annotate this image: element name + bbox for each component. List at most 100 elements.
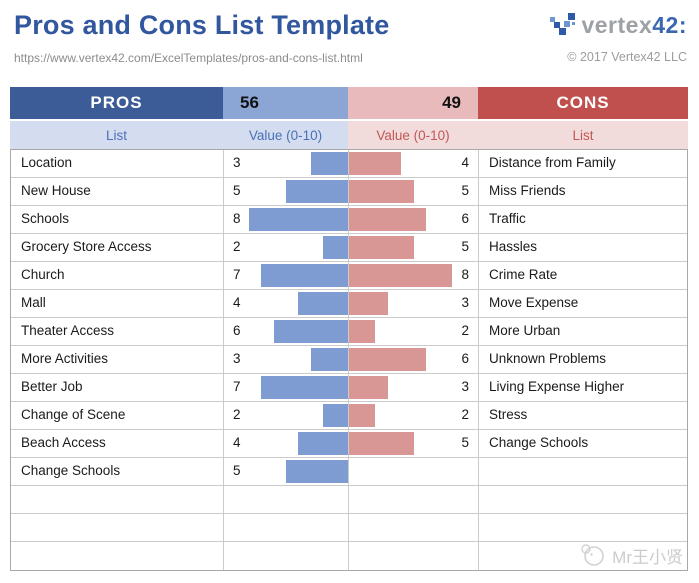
cons-item-cell: More Urban xyxy=(479,318,687,346)
pros-value-cell xyxy=(224,542,349,570)
pros-item-cell: Schools xyxy=(11,206,224,234)
pros-value-text: 3 xyxy=(233,351,241,366)
cons-value-cell xyxy=(349,514,479,542)
pros-value-text: 3 xyxy=(233,155,241,170)
pros-total-cell: 56 xyxy=(223,87,348,119)
table-row xyxy=(11,542,687,570)
pros-value-bar xyxy=(248,208,348,231)
pros-cons-table: PROS 56 49 CONS List Value (0-10) Value … xyxy=(10,87,688,571)
pros-value-cell: 7 xyxy=(224,374,349,402)
pros-value-text: 7 xyxy=(233,379,241,394)
vertex42-logo-text: vertex42: xyxy=(581,12,687,39)
cons-value-bar xyxy=(349,208,427,231)
cons-item-cell: Change Schools xyxy=(479,430,687,458)
cons-item-cell: Crime Rate xyxy=(479,262,687,290)
cons-item-cell: Move Expense xyxy=(479,290,687,318)
pros-value-text: 6 xyxy=(233,323,241,338)
pros-item-cell xyxy=(11,486,224,514)
cons-value-cell: 5 xyxy=(349,234,479,262)
vertex42-logo-icon xyxy=(550,12,576,35)
cons-value-text: 2 xyxy=(461,407,469,422)
cons-total-cell: 49 xyxy=(348,87,478,119)
cons-value-cell: 3 xyxy=(349,290,479,318)
cons-item-cell: Hassles xyxy=(479,234,687,262)
cons-item-cell: Living Expense Higher xyxy=(479,374,687,402)
cons-value-bar xyxy=(349,292,388,315)
pros-value-text: 2 xyxy=(233,239,241,254)
pros-value-bar xyxy=(273,320,348,343)
table-row: Location 3 4 Distance from Family xyxy=(11,150,687,178)
cons-value-text: 3 xyxy=(461,379,469,394)
cons-list-label: List xyxy=(478,121,688,149)
pros-value-cell: 3 xyxy=(224,150,349,178)
pros-value-cell: 2 xyxy=(224,402,349,430)
table-body: Location 3 4 Distance from Family New House 5… xyxy=(10,149,688,571)
pros-value-label: Value (0-10) xyxy=(223,121,348,149)
cons-header-cell: CONS xyxy=(478,87,688,119)
cons-item-cell: Unknown Problems xyxy=(479,346,687,374)
cons-value-cell: 2 xyxy=(349,402,479,430)
table-row xyxy=(11,486,687,514)
pros-item-cell: Change of Scene xyxy=(11,402,224,430)
table-row: Change Schools 5 xyxy=(11,458,687,486)
cons-value-text: 5 xyxy=(461,183,469,198)
cons-value-cell xyxy=(349,458,479,486)
pros-value-bar xyxy=(310,348,348,371)
cons-value-bar xyxy=(349,376,388,399)
cons-value-cell xyxy=(349,486,479,514)
header-gap xyxy=(10,119,688,121)
pros-value-cell xyxy=(224,486,349,514)
table-row: Theater Access 6 2 More Urban xyxy=(11,318,687,346)
pros-value-bar xyxy=(298,432,348,455)
logo-brand-gray: vertex xyxy=(581,11,653,38)
cons-value-cell: 8 xyxy=(349,262,479,290)
template-url-text: https://www.vertex42.com/ExcelTemplates/… xyxy=(14,51,363,65)
pros-value-text: 5 xyxy=(233,463,241,478)
cons-value-text: 6 xyxy=(461,211,469,226)
table-row: Church 7 8 Crime Rate xyxy=(11,262,687,290)
pros-value-cell xyxy=(224,514,349,542)
pros-value-text: 5 xyxy=(233,183,241,198)
pros-value-cell: 4 xyxy=(224,290,349,318)
cons-value-label: Value (0-10) xyxy=(348,121,478,149)
pros-value-text: 8 xyxy=(233,211,241,226)
pros-header-cell: PROS xyxy=(10,87,223,119)
watermark-text: Mr王小贤 xyxy=(612,547,683,567)
table-row xyxy=(11,514,687,542)
page-title: Pros and Cons List Template xyxy=(14,10,390,40)
cons-value-text: 3 xyxy=(461,295,469,310)
cons-item-cell: Traffic xyxy=(479,206,687,234)
pros-item-cell: Grocery Store Access xyxy=(11,234,224,262)
pros-value-bar xyxy=(298,292,348,315)
pros-item-cell: Better Job xyxy=(11,374,224,402)
cons-item-cell: Miss Friends xyxy=(479,178,687,206)
pros-value-bar xyxy=(310,152,348,175)
cons-value-cell: 6 xyxy=(349,206,479,234)
table-row: Change of Scene 2 2 Stress xyxy=(11,402,687,430)
pros-item-cell: More Activities xyxy=(11,346,224,374)
watermark-logo-icon xyxy=(581,544,604,566)
cons-item-cell xyxy=(479,458,687,486)
pros-value-bar xyxy=(261,264,348,287)
pros-item-cell: Theater Access xyxy=(11,318,224,346)
table-row: Schools 8 6 Traffic xyxy=(11,206,687,234)
cons-value-bar xyxy=(349,152,401,175)
cons-value-cell: 6 xyxy=(349,346,479,374)
pros-item-cell xyxy=(11,514,224,542)
cons-value-text: 6 xyxy=(461,351,469,366)
cons-value-cell: 3 xyxy=(349,374,479,402)
watermark: Mr王小贤 xyxy=(580,542,683,568)
pros-value-text: 2 xyxy=(233,407,241,422)
pros-item-cell: Mall xyxy=(11,290,224,318)
cons-value-text: 2 xyxy=(461,323,469,338)
pros-value-cell: 8 xyxy=(224,206,349,234)
cons-item-cell: Stress xyxy=(479,402,687,430)
table-subheader-row: List Value (0-10) Value (0-10) List xyxy=(10,121,688,149)
pros-value-text: 7 xyxy=(233,267,241,282)
pros-item-cell xyxy=(11,542,224,570)
pros-value-cell: 5 xyxy=(224,178,349,206)
copyright-text: © 2017 Vertex42 LLC xyxy=(567,50,687,64)
table-header-row: PROS 56 49 CONS xyxy=(10,87,688,119)
cons-value-bar xyxy=(349,348,427,371)
pros-value-bar xyxy=(261,376,348,399)
